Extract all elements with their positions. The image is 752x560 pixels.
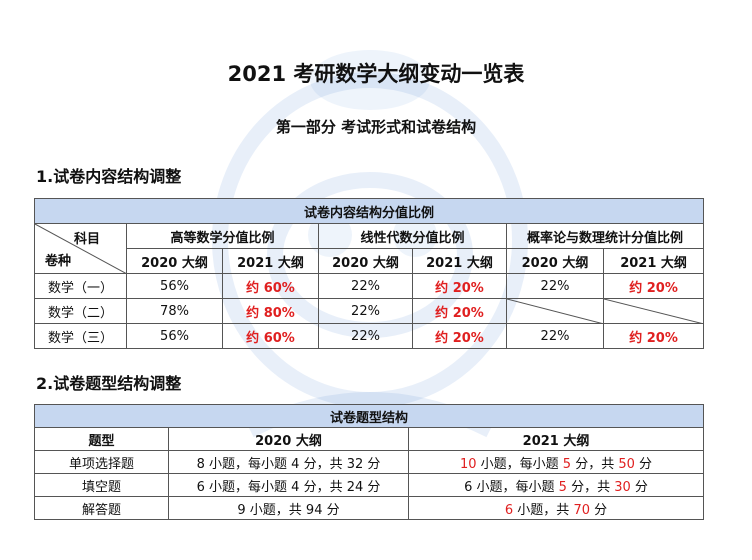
diagonal-line: [507, 299, 601, 323]
changed-number: 5: [562, 456, 572, 472]
value-cell: 10 小题，每小题 5 分，共 50 分: [407, 450, 705, 474]
text-part: 小题，每小题: [472, 479, 559, 495]
value-cell: 6 小题，每小题 5 分，共 30 分: [407, 473, 705, 497]
table-row: 数学（二） 78% 约 80% 22% 约 20%: [34, 298, 705, 324]
value-cell: 约 20%: [412, 273, 507, 299]
year-header: 2020 大纲: [318, 248, 413, 274]
col-header-2020: 2020 大纲: [168, 427, 409, 451]
changed-number: 70: [573, 502, 590, 518]
part-title: 第一部分 考试形式和试卷结构: [275, 118, 477, 136]
value-cell: 22%: [506, 273, 604, 299]
value-cell: 56%: [126, 273, 223, 299]
value-cell: 78%: [126, 298, 223, 324]
question-type: 解答题: [34, 496, 169, 520]
changed-number: 5: [558, 479, 567, 495]
value-cell: 约 20%: [602, 273, 705, 299]
value-cell: 22%: [506, 323, 604, 349]
diagonal-line: [35, 224, 126, 273]
table-row: 填空题 6 小题，每小题 4 分，共 24 分 6 小题，每小题 5 分，共 3…: [34, 473, 705, 497]
value-cell: 8 小题，每小题 4 分，共 32 分: [168, 450, 409, 474]
section2-heading: 2.试卷题型结构调整: [36, 374, 182, 393]
year-header: 2021 大纲: [602, 248, 705, 274]
corner-cell: 科目 卷种: [34, 223, 127, 274]
exam-type: 数学（二）: [34, 298, 127, 324]
value-cell: 约 20%: [602, 323, 705, 349]
question-type: 填空题: [34, 473, 169, 497]
value-cell: 约 20%: [412, 323, 507, 349]
value-cell: 6 小题，共 70 分: [407, 496, 705, 520]
changed-number: 6: [504, 502, 514, 518]
value-cell: 约 60%: [222, 273, 319, 299]
value-cell: 22%: [318, 273, 413, 299]
text-part: 分，共: [566, 479, 615, 495]
col-header-type: 题型: [34, 427, 169, 451]
text-part: 小题，共: [513, 502, 574, 518]
value-cell: 9 小题，共 94 分: [168, 496, 409, 520]
question-type: 单项选择题: [34, 450, 169, 474]
text-part: 6: [464, 479, 473, 495]
group-header-linear: 线性代数分值比例: [318, 223, 507, 249]
empty-cell: [506, 298, 604, 324]
text-part: 分: [630, 479, 648, 495]
year-header: 2021 大纲: [222, 248, 319, 274]
text-part: 分: [589, 502, 608, 518]
value-cell: 约 60%: [222, 323, 319, 349]
text-part: 分: [634, 456, 653, 472]
table-row: 数学（三） 56% 约 60% 22% 约 20% 22% 约 20%: [34, 323, 705, 349]
exam-type: 数学（三）: [34, 323, 127, 349]
corner-type-label: 卷种: [45, 254, 72, 269]
changed-number: 10: [459, 456, 477, 472]
value-cell: 约 80%: [222, 298, 319, 324]
diagonal-line: [604, 299, 701, 323]
corner-subject-label: 科目: [73, 232, 100, 247]
content-structure-table: 试卷内容结构分值比例 科目 卷种 高等数学分值比例 线性代数分值比例 概率论与数…: [33, 198, 705, 349]
value-cell: 22%: [318, 323, 413, 349]
group-header-prob: 概率论与数理统计分值比例: [505, 223, 705, 249]
empty-cell: [602, 298, 705, 324]
year-header: 2020 大纲: [126, 248, 223, 274]
question-structure-table: 试卷题型结构 题型 2020 大纲 2021 大纲 单项选择题 8 小题，每小题…: [33, 404, 705, 520]
text-part: 分，共: [571, 456, 619, 472]
section1-heading: 1.试卷内容结构调整: [36, 167, 182, 186]
group-header-math: 高等数学分值比例: [126, 223, 319, 249]
changed-number: 50: [618, 456, 635, 472]
value-cell: 6 小题，每小题 4 分，共 24 分: [168, 473, 409, 497]
value-cell: 约 20%: [412, 298, 507, 324]
changed-number: 30: [614, 479, 631, 495]
page-title: 2021 考研数学大纲变动一览表: [227, 62, 525, 86]
table2-title: 试卷题型结构: [33, 404, 705, 428]
table-row: 数学（一） 56% 约 60% 22% 约 20% 22% 约 20%: [34, 273, 705, 299]
year-header: 2021 大纲: [412, 248, 507, 274]
value-cell: 56%: [126, 323, 223, 349]
year-header: 2020 大纲: [506, 248, 604, 274]
value-cell: 22%: [318, 298, 413, 324]
text-part: 小题，每小题: [476, 456, 563, 472]
table-row: 单项选择题 8 小题，每小题 4 分，共 32 分 10 小题，每小题 5 分，…: [34, 450, 705, 474]
col-header-2021: 2021 大纲: [407, 427, 705, 451]
exam-type: 数学（一）: [34, 273, 127, 299]
table-row: 解答题 9 小题，共 94 分 6 小题，共 70 分: [34, 496, 705, 520]
table1-title: 试卷内容结构分值比例: [33, 198, 705, 224]
